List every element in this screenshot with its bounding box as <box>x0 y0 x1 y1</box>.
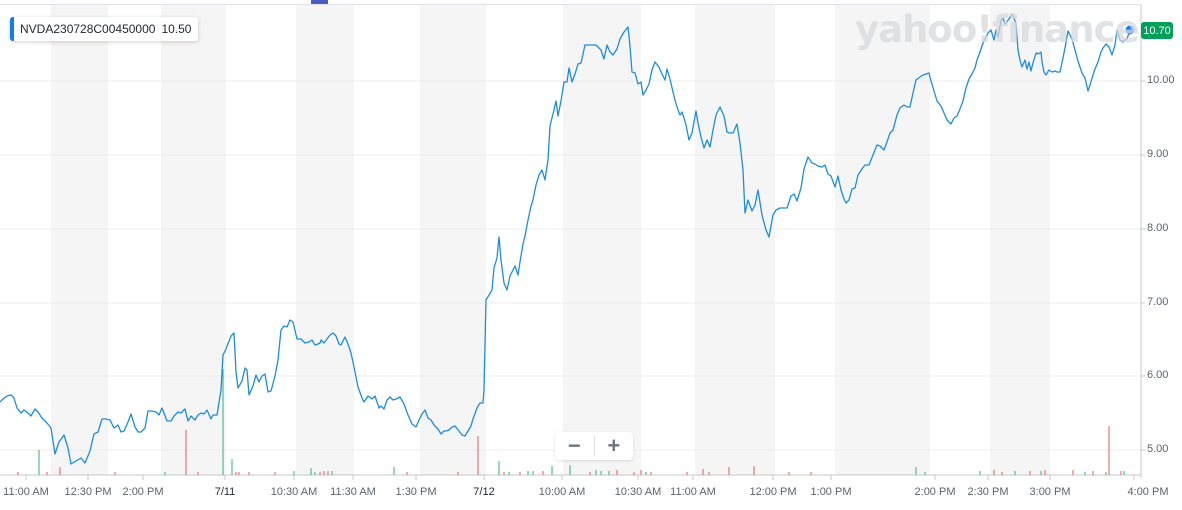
x-tick-label: 3:00 PM <box>1029 486 1071 498</box>
x-tick-label: 12:30 PM <box>64 486 112 498</box>
x-tick-label: 2:00 PM <box>122 486 164 498</box>
x-tick-label: 2:30 PM <box>967 486 1009 498</box>
x-tick-date-label: 7/12 <box>473 486 495 498</box>
y-tick-label: 9.00 <box>1147 148 1169 160</box>
x-tick-label: 4:00 PM <box>1127 486 1169 498</box>
x-tick-label: 10:30 AM <box>614 486 662 498</box>
current-price-badge: 10.70 <box>1141 22 1173 39</box>
price-line <box>0 13 1131 465</box>
x-tick-label: 11:30 AM <box>330 486 376 498</box>
y-tick-label: 5.00 <box>1147 443 1169 455</box>
top-border <box>0 4 1141 5</box>
range-marker[interactable] <box>311 0 328 4</box>
x-tick-label: 10:30 AM <box>270 486 318 498</box>
legend-value: 10.50 <box>161 22 192 36</box>
legend-accent-bar <box>10 17 14 41</box>
x-ticks <box>25 475 1135 480</box>
x-tick-label: 11:00 AM <box>670 486 716 498</box>
volume-bars <box>17 369 1125 475</box>
x-tick-label: 10:00 AM <box>538 486 586 498</box>
zoom-controls: − + <box>555 432 633 460</box>
last-price-dot <box>1125 25 1135 35</box>
x-tick-label: 1:00 PM <box>810 486 852 498</box>
y-tick-label: 10.00 <box>1147 74 1175 86</box>
x-tick-label: 2:00 PM <box>914 486 956 498</box>
zoom-divider <box>593 436 595 456</box>
zoom-in-button[interactable]: + <box>607 433 621 458</box>
x-tick-label: 11:00 AM <box>3 486 49 498</box>
legend-symbol: NVDA230728C00450000 <box>20 22 156 36</box>
yahoo-finance-watermark: yahoo!finance <box>855 8 1140 51</box>
x-tick-date-label: 7/11 <box>214 486 236 498</box>
series-legend[interactable]: NVDA230728C00450000 10.50 <box>10 17 199 41</box>
zoom-out-button[interactable]: − <box>567 433 581 458</box>
y-tick-label: 7.00 <box>1147 296 1169 308</box>
y-tick-label: 6.00 <box>1147 369 1169 381</box>
session-bands <box>51 5 1050 475</box>
x-tick-label: 1:30 PM <box>395 486 437 498</box>
y-tick-label: 8.00 <box>1147 222 1169 234</box>
x-tick-label: 12:00 PM <box>749 486 797 498</box>
